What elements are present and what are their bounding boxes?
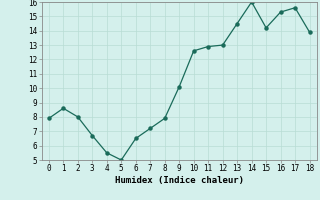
X-axis label: Humidex (Indice chaleur): Humidex (Indice chaleur) [115, 176, 244, 185]
